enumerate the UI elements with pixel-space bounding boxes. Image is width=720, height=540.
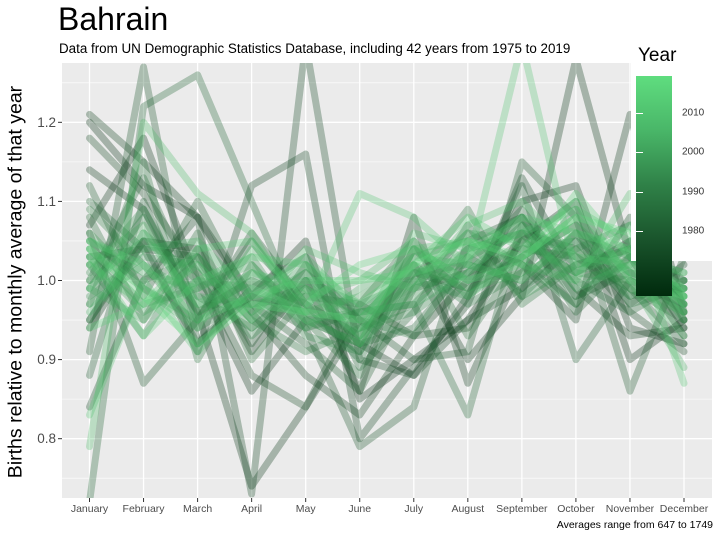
series-line-2014 xyxy=(86,197,688,340)
series-line-2012 xyxy=(86,205,688,340)
series-line-2007 xyxy=(86,229,688,371)
series-line-2011 xyxy=(86,197,688,324)
series-line-1996 xyxy=(86,205,688,348)
series-line-1977 xyxy=(86,63,688,490)
x-tick-label: October xyxy=(557,503,595,515)
x-tick-label: November xyxy=(606,503,655,515)
x-tick-label: January xyxy=(71,503,109,515)
series-line-1979 xyxy=(86,110,688,419)
y-tick-label: 0.8 xyxy=(37,431,56,446)
series-line-2001 xyxy=(86,229,688,340)
series-line-1986 xyxy=(86,182,688,379)
legend-tick-2010: 2010 xyxy=(682,107,705,119)
series-line-2003 xyxy=(86,221,688,324)
series-line-2010 xyxy=(86,118,688,451)
series-line-1995 xyxy=(86,221,688,340)
series-line-1982 xyxy=(86,134,688,411)
legend-tickmark-1990 xyxy=(636,192,643,193)
series-line-1989 xyxy=(86,197,688,371)
y-tick-label: 1.1 xyxy=(37,194,56,209)
series-line-2002 xyxy=(86,229,688,332)
minor-gridlines xyxy=(62,82,712,479)
legend-tick-2000: 2000 xyxy=(682,146,705,158)
y-tick-label: 0.9 xyxy=(37,352,56,367)
series-line-1987 xyxy=(86,182,688,395)
legend-colorbar xyxy=(636,76,672,296)
y-axis-ticks: 0.8 0.9 1.0 1.1 1.2 xyxy=(37,115,62,446)
series-line-2015 xyxy=(86,213,688,324)
series-line-1994 xyxy=(86,205,688,364)
legend-tick-1980: 1980 xyxy=(682,225,705,237)
chart-caption: Averages range from 647 to 1749 xyxy=(556,519,713,531)
year-legend: Year 2010 2000 1990 1980 xyxy=(631,41,715,296)
series-line-1992 xyxy=(86,158,688,379)
series-line-1975 xyxy=(86,118,688,403)
legend-tickmark-1980 xyxy=(636,231,643,232)
x-axis-ticks: January February March April May June July Augu… xyxy=(71,498,709,515)
series-line-1998 xyxy=(86,229,688,356)
series-line-1990 xyxy=(86,174,688,348)
x-tick-label: July xyxy=(404,503,423,515)
series-line-2000 xyxy=(86,237,688,324)
y-tick-label: 1.0 xyxy=(37,273,56,288)
series-line-2008 xyxy=(86,213,688,316)
legend-tick-1990: 1990 xyxy=(682,186,705,198)
series-line-2019 xyxy=(86,213,688,348)
series-line-2005 xyxy=(86,221,688,316)
legend-tickmark-2000 xyxy=(636,152,643,153)
series-line-2004 xyxy=(86,213,688,348)
chart-title: Bahrain xyxy=(58,1,169,37)
series-line-1993 xyxy=(86,229,688,356)
series-line-1976 xyxy=(86,134,688,395)
x-tick-label: December xyxy=(660,503,709,515)
series-line-1985 xyxy=(86,158,688,395)
series-line-2009 xyxy=(86,213,688,340)
x-tick-label: February xyxy=(123,503,166,515)
x-tick-label: May xyxy=(296,503,317,515)
series-line-1980 xyxy=(86,150,688,443)
series-line-1988 xyxy=(86,71,688,498)
x-tick-label: April xyxy=(241,503,262,515)
chart-subtitle: Data from UN Demographic Statistics Data… xyxy=(59,41,571,56)
major-gridlines xyxy=(62,63,712,498)
series-line-2016 xyxy=(86,190,688,332)
series-line-1981 xyxy=(86,63,688,498)
series-line-1991 xyxy=(86,213,688,364)
x-tick-label: September xyxy=(496,503,548,515)
x-tick-label: March xyxy=(183,503,212,515)
series-line-1983 xyxy=(86,213,688,387)
series-line-1984 xyxy=(86,63,688,451)
y-tick-label: 1.2 xyxy=(37,115,56,130)
series-lines xyxy=(86,63,688,498)
x-tick-label: June xyxy=(348,503,371,515)
series-line-2013 xyxy=(86,63,688,419)
legend-title: Year xyxy=(638,45,677,66)
series-line-1999 xyxy=(86,205,688,332)
series-line-2006 xyxy=(86,229,688,332)
legend-tickmark-2010 xyxy=(636,113,643,114)
x-tick-label: August xyxy=(451,503,484,515)
series-line-1978 xyxy=(86,110,688,395)
series-line-1997 xyxy=(86,229,688,340)
